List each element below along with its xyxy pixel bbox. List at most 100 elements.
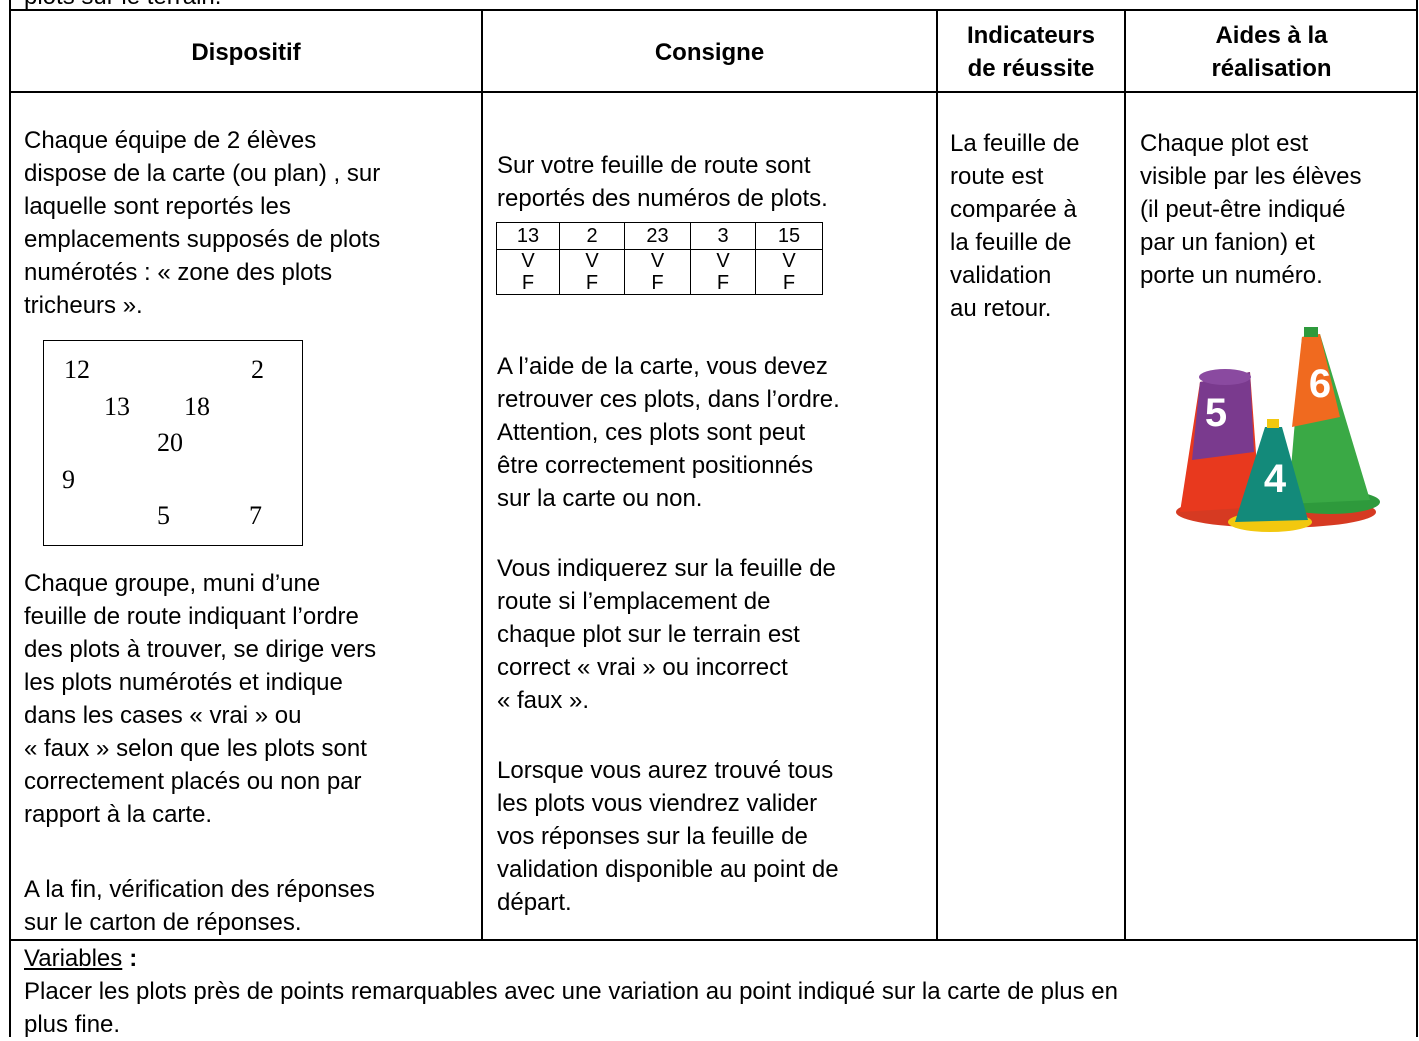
answer-f: F: [521, 272, 535, 294]
answer-f: F: [585, 272, 599, 294]
cone-number: 6: [1309, 362, 1331, 406]
cone-band: [1192, 372, 1254, 460]
paragraph-line: Chaque équipe de 2 élèves: [24, 126, 317, 154]
plot-number: 13: [496, 222, 560, 250]
paragraph-line: A l’aide de la carte, vous devez: [497, 352, 828, 380]
answer-v: V: [782, 250, 796, 272]
plot-number: 23: [624, 222, 691, 250]
paragraph-line: Attention, ces plots sont peut: [497, 418, 806, 446]
map-label: 5: [157, 501, 170, 530]
paragraph-line: visible par les élèves: [1140, 162, 1362, 190]
cone-top: [1199, 369, 1251, 385]
paragraph-line: des plots à trouver, se dirige vers: [24, 635, 377, 663]
paragraph-line: être correctement positionnés: [497, 451, 814, 479]
variables-colon: :: [129, 945, 138, 972]
cone-tip: [1267, 419, 1279, 428]
cones-image: 5 4 6: [1176, 327, 1380, 532]
paragraph-line: route si l’emplacement de: [497, 587, 771, 615]
rule-body: [9, 939, 1418, 941]
plot-number: 15: [755, 222, 823, 250]
rule-top: [9, 9, 1418, 11]
paragraph-line: « faux ».: [497, 686, 590, 714]
answer-f: F: [651, 272, 664, 294]
paragraph-line: laquelle sont reportés les: [24, 192, 291, 220]
border-left: [9, 0, 11, 1037]
column-header: Dispositif: [191, 38, 301, 66]
map-box: 12 2 13 18 20 9 5 7: [43, 340, 303, 546]
paragraph-line: reportés des numéros de plots.: [497, 184, 828, 212]
paragraph-line: feuille de route indiquant l’ordre: [24, 602, 359, 630]
column-header: réalisation: [1211, 54, 1332, 82]
variables-heading: Variables:: [24, 942, 137, 975]
paragraph-line: les plots vous viendrez valider: [497, 789, 818, 817]
cone: [1235, 427, 1308, 522]
answer-f: F: [782, 272, 796, 294]
paragraph-line: validation disponible au point de: [497, 855, 839, 883]
paragraph-line: dans les cases « vrai » ou: [24, 701, 302, 729]
variables-label: Variables: [24, 945, 123, 972]
map-label: 2: [251, 355, 264, 384]
paragraph-line: Sur votre feuille de route sont: [497, 151, 811, 179]
paragraph-line: La feuille de: [950, 129, 1080, 157]
paragraph-line: Placer les plots près de points remarqua…: [24, 977, 1118, 1005]
paragraph-line: la feuille de: [950, 228, 1072, 256]
map-label: 12: [64, 355, 90, 384]
cone-number: 4: [1264, 457, 1287, 501]
answer-v: V: [585, 250, 599, 272]
paragraph-line: sur le carton de réponses.: [24, 908, 302, 936]
cone-tip: [1304, 327, 1318, 337]
answer-v: V: [650, 250, 665, 272]
map-label: 20: [157, 428, 183, 457]
paragraph-line: A la fin, vérification des réponses: [24, 875, 375, 903]
answer-v: V: [716, 250, 730, 272]
paragraph-line: route est: [950, 162, 1044, 190]
top-text: plots sur le terrain.: [24, 0, 221, 13]
column-header: de réussite: [967, 54, 1095, 82]
paragraph-line: dispose de la carte (ou plan) , sur: [24, 159, 381, 187]
map-label: 13: [104, 392, 130, 421]
paragraph-line: rapport à la carte.: [24, 800, 213, 828]
paragraph-line: validation: [950, 261, 1052, 289]
rule-header: [9, 91, 1418, 93]
border-right: [1416, 0, 1418, 1037]
paragraph-line: correctement placés ou non par: [24, 767, 362, 795]
col-rule: [1124, 9, 1126, 940]
map-label: 7: [249, 501, 262, 530]
answer-v: V: [521, 250, 535, 272]
paragraph-line: Chaque plot est: [1140, 129, 1309, 157]
answer-f: F: [716, 272, 730, 294]
paragraph-line: les plots numérotés et indique: [24, 668, 343, 696]
paragraph-line: sur la carte ou non.: [497, 484, 703, 512]
map-label: 9: [62, 465, 75, 494]
plot-number: 3: [690, 222, 756, 250]
paragraph-line: plus fine.: [24, 1010, 121, 1038]
paragraph-line: Chaque groupe, muni d’une: [24, 569, 321, 597]
paragraph-line: emplacements supposés de plots: [24, 225, 381, 253]
paragraph-line: vos réponses sur la feuille de: [497, 822, 808, 850]
paragraph-line: porte un numéro.: [1140, 261, 1323, 289]
column-header: Indicateurs: [966, 21, 1096, 49]
column-header: Consigne: [654, 38, 765, 66]
col-rule: [936, 9, 938, 940]
paragraph-line: tricheurs ».: [24, 291, 143, 319]
cone-number: 5: [1205, 391, 1227, 435]
paragraph-line: (il peut-être indiqué: [1140, 195, 1346, 223]
plot-number: 2: [559, 222, 625, 250]
map-label: 18: [184, 392, 210, 421]
paragraph-line: par un fanion) et: [1140, 228, 1315, 256]
paragraph-line: départ.: [497, 888, 572, 916]
cone-band: [1292, 334, 1340, 427]
paragraph-line: au retour.: [950, 294, 1052, 322]
paragraph-line: numérotés : « zone des plots: [24, 258, 333, 286]
paragraph-line: correct « vrai » ou incorrect: [497, 653, 788, 681]
column-header: Aides à la: [1215, 21, 1328, 49]
paragraph-line: Vous indiquerez sur la feuille de: [497, 554, 836, 582]
col-rule: [481, 9, 483, 940]
